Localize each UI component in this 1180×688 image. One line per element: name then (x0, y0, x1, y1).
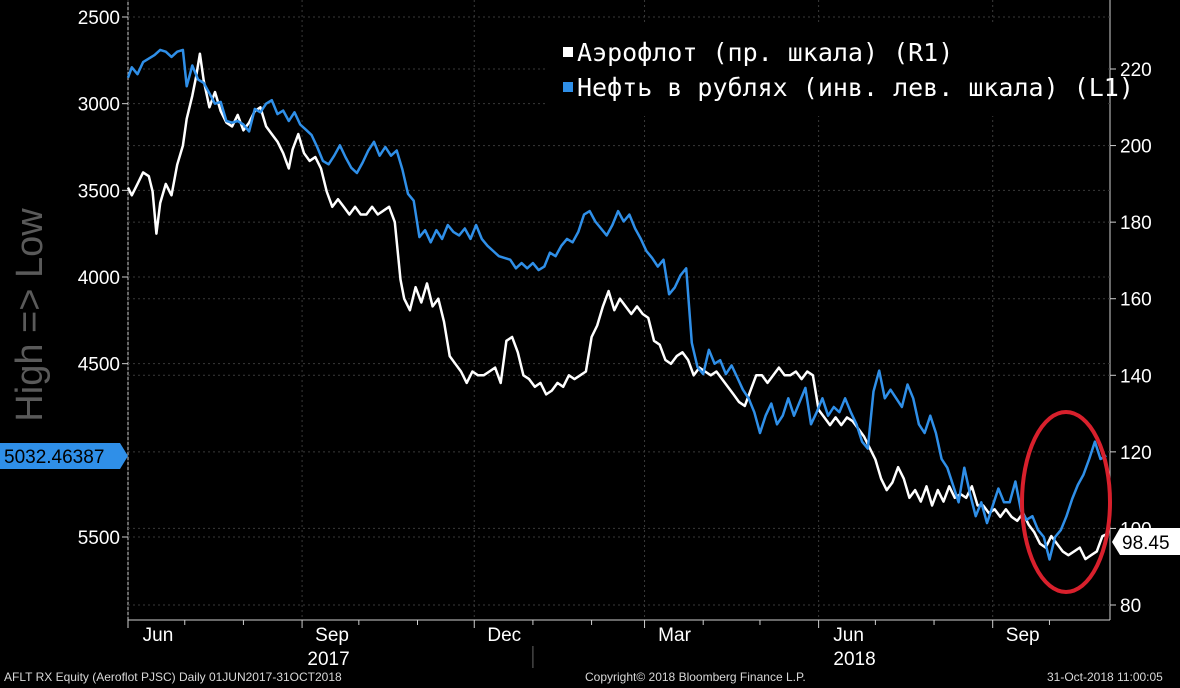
right-tick-label: 180 (1120, 213, 1152, 234)
x-tick-label: Mar (658, 625, 691, 646)
footer-timestamp: 31-Oct-2018 11:00:05 (1047, 670, 1163, 684)
left-value-tag: 5032.46387 (0, 443, 128, 469)
right-tag-value: 98.45 (1122, 533, 1170, 554)
left-tick-label: 2500 (78, 8, 120, 29)
x-tick-label: Jun (833, 625, 864, 646)
legend-swatch-aeroflot (563, 47, 573, 57)
x-year-label: 2017 (307, 649, 349, 670)
left-axis-ticks: 2500 3000 3500 4000 4500 5500 (78, 8, 128, 549)
footer-ticker: AFLT RX Equity (Aeroflot PJSC) Daily 01J… (4, 670, 342, 684)
x-axis-ticks: Jun Sep Dec Mar Jun Sep 2017 2018 (127, 620, 1050, 670)
right-tick-label: 220 (1120, 60, 1152, 81)
left-tick-label: 3000 (78, 95, 120, 116)
series-line-oil-rub (126, 48, 1107, 561)
right-value-tag: 98.45 (1112, 528, 1180, 555)
legend-box (545, 24, 1108, 116)
x-year-label: 2018 (833, 649, 875, 670)
footer-copyright: Copyright© 2018 Bloomberg Finance L.P. (585, 670, 806, 684)
left-tick-label: 4500 (78, 355, 120, 376)
left-tick-label: 4000 (78, 268, 120, 289)
x-tick-label: Sep (1006, 625, 1040, 646)
left-tick-label: 5500 (78, 528, 120, 549)
series-group (126, 48, 1107, 561)
left-tag-shape (0, 443, 128, 469)
right-tick-label: 80 (1120, 596, 1141, 617)
series-line-aeroflot (126, 52, 1107, 561)
legend-swatch-oil (563, 82, 573, 92)
left-tick-label: 3500 (78, 181, 120, 202)
x-tick-label: Sep (315, 625, 349, 646)
legend-item-aeroflot: Аэрофлот (пр. шкала) (R1) (577, 38, 953, 67)
legend: Аэрофлот (пр. шкала) (R1) Нефть в рублях… (545, 24, 1134, 116)
x-tick-label: Jun (143, 625, 174, 646)
left-tag-value: 5032.46387 (4, 447, 104, 468)
highlight-circle (1020, 410, 1112, 594)
legend-item-oil: Нефть в рублях (инв. лев. шкала) (L1) (577, 73, 1134, 102)
right-tag-shape (1112, 528, 1180, 555)
right-tick-label: 120 (1120, 443, 1152, 464)
right-tick-label: 200 (1120, 137, 1152, 158)
right-tick-label: 140 (1120, 366, 1152, 387)
right-tick-label: 160 (1120, 290, 1152, 311)
x-tick-label: Dec (487, 625, 521, 646)
y-axis-label: High => Low (9, 208, 51, 422)
